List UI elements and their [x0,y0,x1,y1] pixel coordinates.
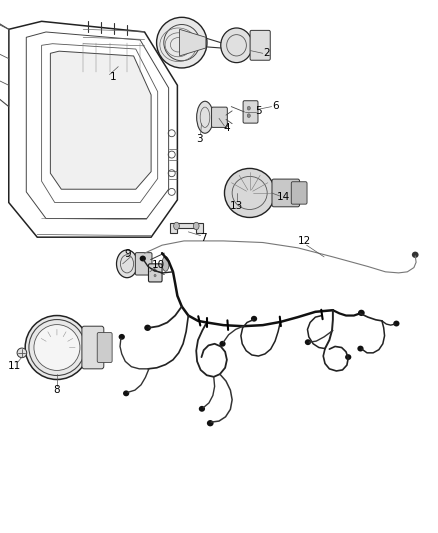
Ellipse shape [197,101,213,133]
Text: 2: 2 [263,49,270,58]
FancyBboxPatch shape [272,179,300,207]
Ellipse shape [25,316,88,379]
Ellipse shape [247,106,251,110]
Ellipse shape [358,310,365,316]
FancyBboxPatch shape [250,30,270,60]
Ellipse shape [199,406,205,412]
Ellipse shape [162,256,169,271]
Text: 10: 10 [152,261,165,270]
Text: 13: 13 [230,201,243,211]
Ellipse shape [194,222,199,230]
Text: 4: 4 [223,123,230,133]
Ellipse shape [144,325,151,331]
Text: 5: 5 [255,106,262,116]
Ellipse shape [393,320,399,327]
Text: 11: 11 [8,361,21,370]
Ellipse shape [345,354,351,360]
FancyBboxPatch shape [243,101,258,123]
FancyBboxPatch shape [135,253,152,275]
Ellipse shape [207,420,214,426]
Ellipse shape [219,341,226,347]
Ellipse shape [412,252,419,258]
Text: 1: 1 [110,72,117,82]
Polygon shape [170,223,203,233]
Ellipse shape [156,17,207,68]
Text: 6: 6 [272,101,279,110]
Text: 8: 8 [53,385,60,395]
Ellipse shape [357,345,364,352]
Ellipse shape [154,269,156,271]
FancyBboxPatch shape [212,107,227,127]
Ellipse shape [247,114,251,118]
FancyBboxPatch shape [148,264,162,282]
Text: 12: 12 [297,236,311,246]
Ellipse shape [17,348,27,358]
Text: 14: 14 [277,192,290,202]
Ellipse shape [305,339,311,345]
Polygon shape [180,29,206,56]
Ellipse shape [224,168,275,217]
Ellipse shape [221,28,252,63]
FancyBboxPatch shape [291,182,307,204]
Text: 7: 7 [200,233,207,243]
Polygon shape [50,51,151,189]
Ellipse shape [251,316,257,322]
FancyBboxPatch shape [82,326,104,369]
Ellipse shape [117,250,138,278]
Text: 3: 3 [196,134,203,143]
Ellipse shape [140,255,146,262]
Ellipse shape [173,222,180,230]
Ellipse shape [123,390,129,397]
Ellipse shape [119,334,125,340]
Ellipse shape [34,325,80,370]
FancyBboxPatch shape [97,333,112,362]
Text: 9: 9 [124,249,131,259]
Ellipse shape [154,274,156,277]
